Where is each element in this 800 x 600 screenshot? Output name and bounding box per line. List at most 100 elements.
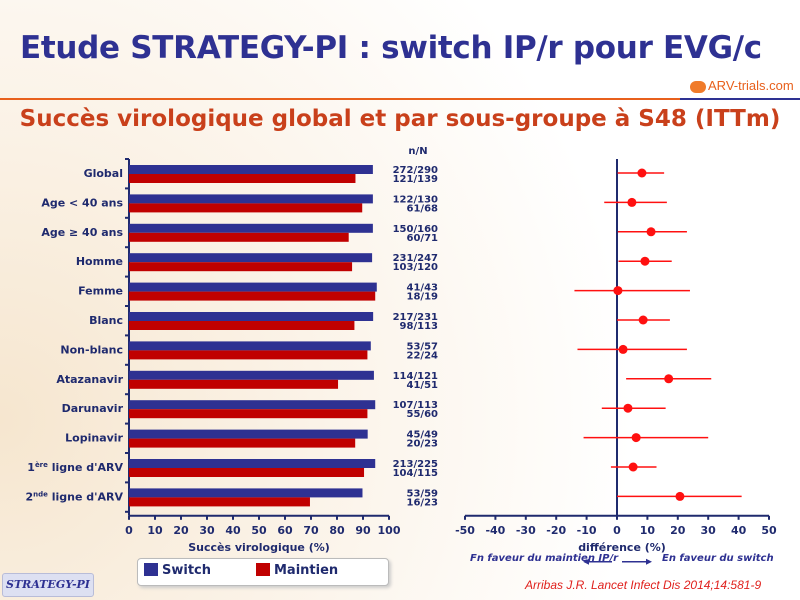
bar-maintien: [129, 409, 368, 419]
nN-switch: 53/57: [407, 341, 439, 352]
point-estimate: [664, 374, 674, 384]
bar-switch: [129, 282, 377, 292]
nN-maintien: 55/60: [407, 409, 439, 420]
bar-switch: [129, 429, 368, 439]
bar-maintien: [129, 350, 368, 360]
forest-x-tick-label: 50: [761, 524, 777, 537]
nN-maintien: 103/120: [393, 262, 438, 273]
category-label: Lopinavir: [65, 432, 123, 445]
bar-x-tick-label: 0: [125, 524, 133, 537]
nN-maintien: 61/68: [407, 203, 439, 214]
nN-switch: 41/43: [407, 283, 439, 294]
bar-x-tick-label: 50: [251, 524, 267, 537]
bar-maintien: [129, 203, 363, 213]
bar-maintien: [129, 174, 356, 183]
nN-maintien: 18/19: [407, 292, 439, 303]
nN-switch: 107/113: [393, 400, 438, 411]
nN-switch: 217/231: [393, 312, 438, 323]
bar-maintien: [129, 262, 353, 272]
switch-swatch: [144, 563, 158, 576]
point-estimate: [637, 168, 647, 178]
point-estimate: [675, 491, 685, 501]
bar-maintien: [129, 468, 365, 477]
bar-x-tick-label: 60: [277, 524, 293, 537]
nN-switch: 53/59: [407, 488, 439, 499]
nN-maintien: 60/71: [407, 233, 439, 244]
arv-trials-logo: ARV-trials.com: [690, 78, 794, 93]
nN-maintien: 20/23: [407, 439, 439, 450]
category-label: Homme: [76, 255, 123, 268]
point-estimate: [623, 403, 633, 413]
nN-switch: 231/247: [393, 253, 438, 264]
category-label: Age < 40 ans: [41, 196, 123, 209]
bar-switch: [129, 312, 374, 321]
forest-x-tick-label: 0: [613, 524, 621, 537]
nN-maintien: 22/24: [407, 350, 439, 361]
favor-switch-label: En faveur du switch: [662, 553, 774, 564]
point-estimate: [631, 433, 641, 443]
study-badge: STRATEGY-PI: [2, 573, 94, 597]
point-estimate: [646, 227, 656, 237]
bar-switch: [129, 400, 376, 410]
forest-x-tick-label: 10: [640, 524, 656, 537]
bar-x-tick-label: 80: [329, 524, 345, 537]
legend-item-maintien: Maintien: [256, 563, 338, 578]
nN-switch: 122/130: [393, 194, 438, 205]
category-label: Blanc: [89, 314, 123, 327]
bar-x-tick-label: 100: [378, 524, 401, 537]
citation: Arribas J.R. Lancet Infect Dis 2014;14:5…: [525, 578, 762, 592]
bar-x-tick-label: 40: [225, 524, 241, 537]
category-label: 2nde ligne d'ARV: [25, 490, 123, 503]
forest-x-tick-label: -30: [516, 524, 536, 537]
favor-maintien-label: Fn faveur du maintien IP/r: [470, 553, 619, 564]
forest-x-axis-label: différence (%): [578, 541, 666, 554]
legend-item-switch: Switch: [144, 563, 211, 578]
forest-x-tick-label: -20: [546, 524, 566, 537]
nN-maintien: 41/51: [407, 380, 439, 391]
bar-x-tick-label: 20: [173, 524, 189, 537]
point-estimate: [640, 256, 650, 266]
point-estimate: [627, 197, 637, 207]
bar-switch: [129, 370, 374, 380]
nN-maintien: 98/113: [400, 321, 438, 332]
legend-label-switch: Switch: [162, 563, 212, 578]
bar-x-tick-label: 30: [199, 524, 215, 537]
bar-switch: [129, 488, 363, 498]
chart-subtitle: Succès virologique global et par sous-gr…: [19, 106, 781, 132]
bar-maintien: [129, 379, 339, 389]
category-label: Femme: [78, 285, 123, 298]
point-estimate: [628, 462, 638, 472]
legend: Switch Maintien: [137, 558, 389, 586]
page-title: Etude STRATEGY-PI : switch IP/r pour EVG…: [20, 30, 762, 66]
bar-maintien: [129, 497, 310, 507]
forest-x-tick-label: -40: [485, 524, 505, 537]
bar-x-tick-label: 70: [303, 524, 319, 537]
legend-label-maintien: Maintien: [274, 563, 339, 578]
forest-x-tick-label: -10: [577, 524, 597, 537]
left-arrowhead-icon: [583, 558, 589, 565]
nN-maintien: 16/23: [407, 497, 439, 508]
bar-switch: [129, 165, 373, 174]
bar-switch: [129, 341, 371, 351]
nN-maintien: 121/139: [393, 174, 438, 185]
point-estimate: [618, 344, 628, 354]
bar-maintien: [129, 291, 376, 301]
nN-switch: 213/225: [393, 459, 438, 470]
bar-x-tick-label: 90: [355, 524, 371, 537]
bar-switch: [129, 223, 373, 233]
forest-x-tick-label: -50: [455, 524, 475, 537]
point-estimate: [613, 286, 623, 296]
bar-switch: [129, 194, 373, 204]
bar-x-axis-label: Succès virologique (%): [188, 541, 330, 554]
category-label: Global: [84, 167, 123, 180]
category-label: Atazanavir: [56, 373, 123, 386]
bar-switch: [129, 253, 373, 263]
point-estimate: [638, 315, 648, 325]
category-label: Non-blanc: [60, 343, 123, 356]
bar-maintien: [129, 321, 355, 330]
nN-switch: 45/49: [407, 430, 439, 441]
category-label: 1ère ligne d'ARV: [27, 461, 123, 474]
right-arrowhead-icon: [646, 558, 652, 565]
